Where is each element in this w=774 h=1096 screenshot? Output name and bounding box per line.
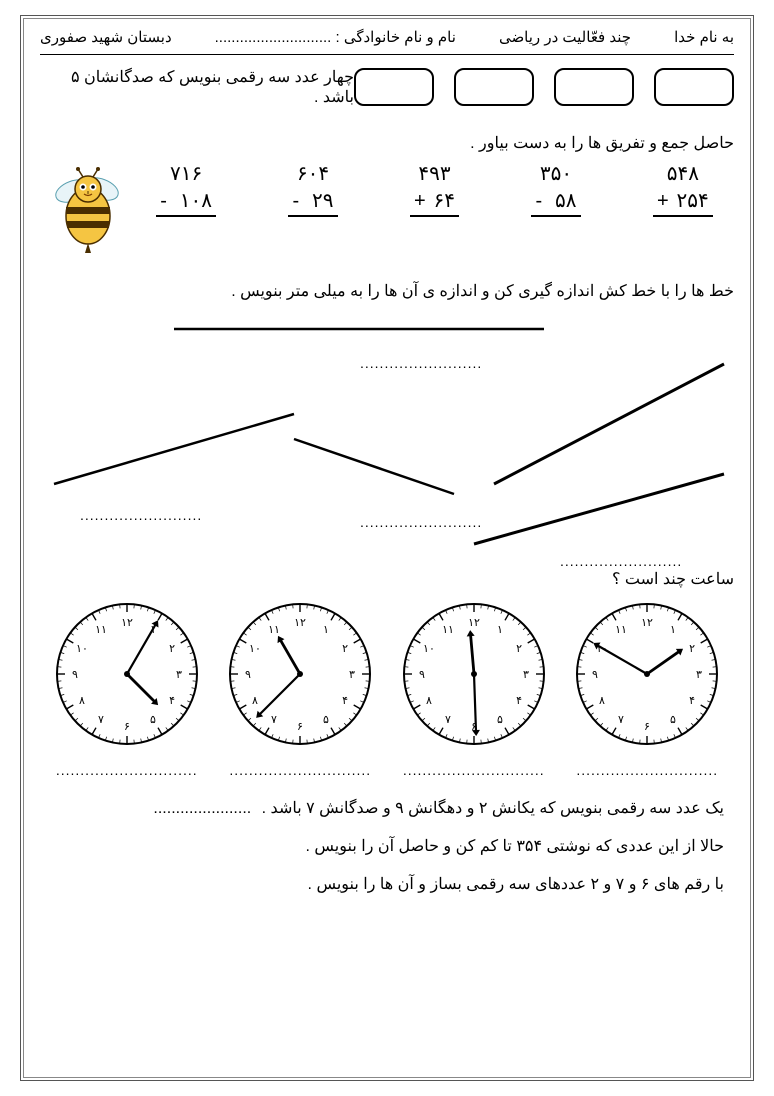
bee-icon — [40, 161, 135, 261]
svg-text:۹: ۹ — [419, 669, 425, 681]
name-field: نام و نام خانوادگی : ...................… — [215, 28, 456, 46]
measurement-answer-blank[interactable]: ......................... — [560, 553, 682, 569]
svg-text:۶: ۶ — [297, 721, 303, 733]
q4-prompt: ساعت چند است ؟ — [40, 569, 734, 589]
answer-boxes-row — [354, 68, 734, 106]
svg-text:۲: ۲ — [516, 643, 522, 655]
svg-text:۷: ۷ — [98, 714, 104, 726]
q2-prompt: حاصل جمع و تفریق ها را به دست بیاور . — [40, 133, 734, 153]
clock-answer-blank[interactable]: ............................. — [576, 762, 718, 778]
clock-answer-blank[interactable]: ............................. — [229, 762, 371, 778]
clocks-row: ۱۲۱۲۳۴۵۶۷۸۹۱۰۱۱۱۲۱۲۳۴۵۶۷۸۹۱۰۱۱۱۲۱۲۳۴۵۶۷۸… — [40, 597, 734, 756]
arithmetic-section: ۷۱۶- ۱۰۸ ۶۰۴- ۲۹ ۴۹۳+ ۶۴ ۳۵۰- ۵۸ ۵۴۸+ ۲۵۴ — [40, 161, 734, 261]
answer-box[interactable] — [654, 68, 734, 106]
header-divider — [40, 54, 734, 55]
svg-text:۱: ۱ — [670, 624, 676, 636]
svg-text:۱۱: ۱۱ — [615, 624, 627, 636]
measure-line — [294, 439, 454, 494]
svg-text:۲: ۲ — [342, 643, 348, 655]
arithmetic-row: ۷۱۶- ۱۰۸ ۶۰۴- ۲۹ ۴۹۳+ ۶۴ ۳۵۰- ۵۸ ۵۴۸+ ۲۵۴ — [135, 161, 734, 217]
svg-text:۱: ۱ — [497, 624, 503, 636]
arithmetic-problem: ۵۴۸+ ۲۵۴ — [653, 161, 713, 217]
svg-text:۸: ۸ — [79, 695, 85, 707]
arithmetic-problem: ۴۹۳+ ۶۴ — [410, 161, 459, 217]
clock-face: ۱۲۱۲۳۴۵۶۷۸۹۱۰۱۱ — [223, 597, 377, 751]
bismillah: به نام خدا — [674, 28, 734, 46]
svg-text:۹: ۹ — [592, 669, 598, 681]
svg-text:۳: ۳ — [349, 669, 355, 681]
measurement-answer-blank[interactable]: ......................... — [80, 507, 202, 523]
svg-text:۱۱: ۱۱ — [268, 624, 280, 636]
svg-text:۱۲: ۱۲ — [121, 617, 133, 629]
clocks-answers-row: ........................................… — [40, 762, 734, 778]
clock: ۱۲۱۲۳۴۵۶۷۸۹۱۰۱۱ — [570, 597, 724, 756]
clock-face: ۱۲۱۲۳۴۵۶۷۸۹۱۰۱۱ — [397, 597, 551, 751]
answer-box[interactable] — [354, 68, 434, 106]
svg-text:۱۱: ۱۱ — [442, 624, 454, 636]
arithmetic-problem: ۷۱۶- ۱۰۸ — [156, 161, 216, 217]
svg-text:۱۲: ۱۲ — [641, 617, 653, 629]
measure-line — [54, 414, 294, 484]
svg-text:۸: ۸ — [252, 695, 258, 707]
svg-text:۱۲: ۱۲ — [468, 617, 480, 629]
lines-measurement-area: ........................................… — [40, 309, 734, 559]
measurement-answer-blank[interactable]: ......................... — [360, 514, 482, 530]
clock-answer-blank[interactable]: ............................. — [56, 762, 198, 778]
q6-text: حالا از این عددی که نوشتی ۳۵۴ تا کم کن و… — [50, 836, 724, 856]
arithmetic-problem: ۶۰۴- ۲۹ — [288, 161, 337, 217]
clock: ۱۲۱۲۳۴۵۶۷۸۹۱۰۱۱ — [50, 597, 204, 756]
clock-answer-blank[interactable]: ............................. — [403, 762, 545, 778]
svg-text:۴: ۴ — [689, 695, 695, 707]
clock-face: ۱۲۱۲۳۴۵۶۷۸۹۱۰۱۱ — [570, 597, 724, 751]
svg-text:۵: ۵ — [323, 714, 329, 726]
clock: ۱۲۱۲۳۴۵۶۷۸۹۱۰۱۱ — [223, 597, 377, 756]
svg-text:۵: ۵ — [150, 714, 156, 726]
svg-text:۸: ۸ — [426, 695, 432, 707]
svg-text:۴: ۴ — [516, 695, 522, 707]
svg-text:۳: ۳ — [523, 669, 529, 681]
svg-text:۱: ۱ — [323, 624, 329, 636]
svg-text:۶: ۶ — [644, 721, 650, 733]
svg-text:۲: ۲ — [169, 643, 175, 655]
clock-face: ۱۲۱۲۳۴۵۶۷۸۹۱۰۱۱ — [50, 597, 204, 751]
svg-text:۹: ۹ — [72, 669, 78, 681]
measure-line — [494, 364, 724, 484]
svg-text:۵: ۵ — [670, 714, 676, 726]
svg-text:۹: ۹ — [245, 669, 251, 681]
svg-text:۳: ۳ — [696, 669, 702, 681]
svg-text:۲: ۲ — [689, 643, 695, 655]
svg-text:۵: ۵ — [497, 714, 503, 726]
svg-text:۷: ۷ — [445, 714, 451, 726]
svg-text:۱۰: ۱۰ — [249, 643, 261, 655]
measurement-answer-blank[interactable]: ......................... — [360, 355, 482, 371]
svg-text:۸: ۸ — [599, 695, 605, 707]
svg-text:۶: ۶ — [124, 721, 130, 733]
arithmetic-problem: ۳۵۰- ۵۸ — [531, 161, 580, 217]
svg-text:۴: ۴ — [169, 695, 175, 707]
svg-text:۱۲: ۱۲ — [294, 617, 306, 629]
answer-box[interactable] — [554, 68, 634, 106]
header-row: به نام خدا چند فعّالیت در ریاضی نام و نا… — [30, 20, 744, 50]
worksheet-title: چند فعّالیت در ریاضی — [499, 28, 631, 46]
q5-text: یک عدد سه رقمی بنویس که یکانش ۲ و دهگانش… — [50, 798, 724, 818]
svg-text:۷: ۷ — [271, 714, 277, 726]
svg-text:۳: ۳ — [176, 669, 182, 681]
measure-line — [474, 474, 724, 544]
svg-text:۱۰: ۱۰ — [423, 643, 435, 655]
answer-box[interactable] — [454, 68, 534, 106]
clock: ۱۲۱۲۳۴۵۶۷۸۹۱۰۱۱ — [397, 597, 551, 756]
q1-prompt: چهار عدد سه رقمی بنویس که صدگانشان ۵ باش… — [40, 67, 354, 107]
svg-text:۱۰: ۱۰ — [76, 643, 88, 655]
school-name: دبستان شهید صفوری — [40, 28, 172, 46]
svg-text:۴: ۴ — [342, 695, 348, 707]
q7-text: با رقم های ۶ و ۷ و ۲ عددهای سه رقمی بساز… — [50, 874, 724, 894]
q3-prompt: خط ها را با خط کش اندازه گیری کن و انداز… — [40, 281, 734, 301]
svg-text:۷: ۷ — [618, 714, 624, 726]
svg-text:۱۱: ۱۱ — [95, 624, 107, 636]
